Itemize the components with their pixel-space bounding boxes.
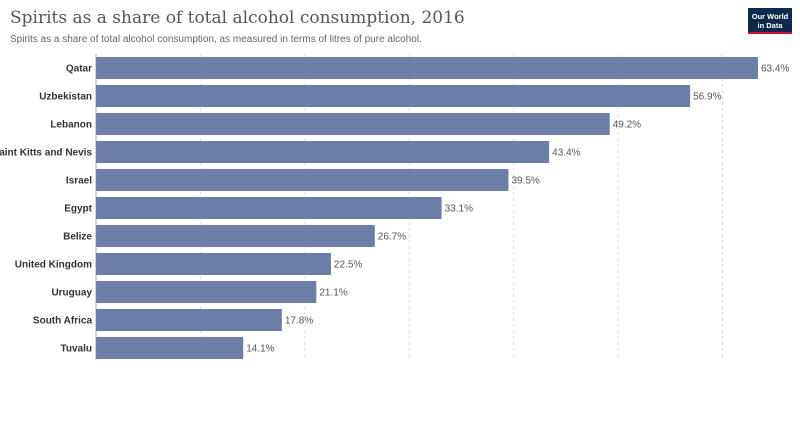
bar-tuvalu bbox=[96, 337, 244, 359]
bar-uzbekistan bbox=[96, 85, 691, 107]
category-label-saint-kitts-and-nevis: Saint Kitts and Nevis bbox=[0, 148, 92, 159]
bar-lebanon bbox=[96, 113, 610, 135]
value-label-belize: 26.7% bbox=[378, 232, 406, 243]
value-label-egypt: 33.1% bbox=[445, 204, 473, 215]
value-label-israel: 39.5% bbox=[511, 176, 539, 187]
value-label-uruguay: 21.1% bbox=[319, 288, 347, 299]
category-label-south-africa: South Africa bbox=[33, 316, 93, 327]
logo-line-2: in Data bbox=[757, 21, 783, 30]
category-label-uzbekistan: Uzbekistan bbox=[39, 92, 92, 103]
category-label-tuvalu: Tuvalu bbox=[61, 344, 92, 355]
bar-qatar bbox=[96, 57, 758, 79]
category-label-uruguay: Uruguay bbox=[51, 288, 92, 299]
value-label-uzbekistan: 56.9% bbox=[693, 92, 721, 103]
category-label-qatar: Qatar bbox=[66, 64, 92, 75]
bar-egypt bbox=[96, 197, 442, 219]
chart-title: Spirits as a share of total alcohol cons… bbox=[10, 8, 465, 28]
value-label-united-kingdom: 22.5% bbox=[334, 260, 362, 271]
category-label-israel: Israel bbox=[66, 176, 92, 187]
category-label-belize: Belize bbox=[63, 232, 92, 243]
value-label-lebanon: 49.2% bbox=[613, 120, 641, 131]
category-label-united-kingdom: United Kingdom bbox=[15, 260, 92, 271]
chart-subtitle: Spirits as a share of total alcohol cons… bbox=[10, 34, 422, 45]
value-label-tuvalu: 14.1% bbox=[246, 344, 274, 355]
category-label-lebanon: Lebanon bbox=[50, 120, 92, 131]
bar-south-africa bbox=[96, 309, 282, 331]
logo-line-1: Our World bbox=[751, 12, 789, 21]
bar-saint-kitts-and-nevis bbox=[96, 141, 550, 163]
bar-uruguay bbox=[96, 281, 317, 303]
value-label-saint-kitts-and-nevis: 43.4% bbox=[552, 148, 580, 159]
value-label-qatar: 63.4% bbox=[761, 64, 789, 75]
category-label-egypt: Egypt bbox=[64, 204, 92, 215]
bar-israel bbox=[96, 169, 509, 191]
bar-belize bbox=[96, 225, 375, 247]
value-label-south-africa: 17.8% bbox=[285, 316, 313, 327]
owid-logo[interactable]: Our World in Data bbox=[748, 8, 792, 34]
bar-united-kingdom bbox=[96, 253, 331, 275]
